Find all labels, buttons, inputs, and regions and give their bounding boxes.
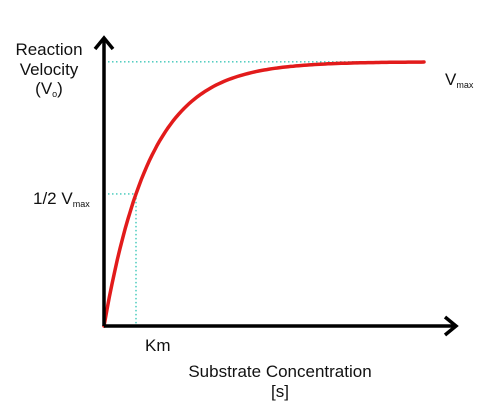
y-axis-label: Reaction Velocity (Vo) xyxy=(4,40,94,99)
y-axis-arrowhead xyxy=(93,35,115,51)
velocity-curve xyxy=(102,60,426,328)
y-axis-label-symbol: (Vo) xyxy=(35,79,63,100)
y-axis-label-line-2: Velocity xyxy=(19,59,79,79)
half-vmax-label: 1/2 Vmax xyxy=(33,189,90,209)
x-axis-label-line-1: Substrate Concentration xyxy=(188,362,372,381)
km-label: Km xyxy=(145,336,171,355)
x-axis-arrowhead xyxy=(443,315,459,337)
y-axis-label-line-1: Reaction xyxy=(15,40,83,59)
vmax-label: Vmax xyxy=(445,70,474,90)
x-axis-label-line-2: [s] xyxy=(271,381,289,401)
x-axis-label: Substrate Concentration [s] xyxy=(170,362,390,401)
